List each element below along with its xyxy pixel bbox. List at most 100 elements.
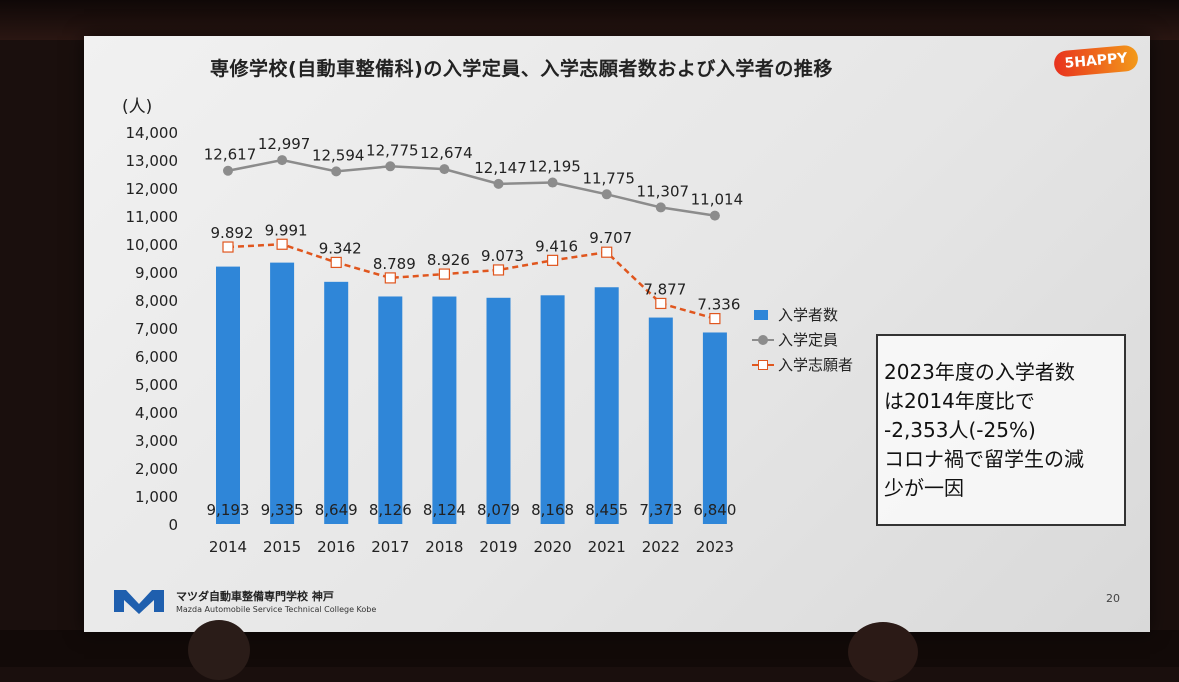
applicants-value-label: 7.336 bbox=[697, 296, 740, 314]
bar-value-label: 9,193 bbox=[207, 501, 250, 519]
capacity-line bbox=[227, 158, 716, 217]
capacity-point bbox=[709, 210, 720, 221]
applicants-point bbox=[492, 264, 505, 276]
capacity-point bbox=[331, 166, 342, 177]
x-tick-label: 2015 bbox=[263, 538, 301, 556]
capacity-point bbox=[223, 165, 233, 176]
summary-callout: 2023年度の入学者数 は2014年度比で -2,353人(-25%) コロナ禍… bbox=[876, 334, 1126, 526]
capacity-value-label: 12,997 bbox=[258, 135, 311, 153]
legend: 入学者数 入学定員 入学志願者 bbox=[752, 302, 853, 377]
room-background-top bbox=[0, 0, 1179, 40]
legend-label: 入学定員 bbox=[778, 331, 839, 349]
bar-value-label: 8,079 bbox=[477, 501, 520, 519]
applicants-value-label: 9.892 bbox=[211, 224, 254, 242]
chart: 0 1,000 2,000 3,000 4,000 5,000 6,000 7,000 8,00… bbox=[126, 124, 744, 556]
bar bbox=[540, 295, 565, 524]
x-tick-label: 2014 bbox=[209, 538, 247, 556]
y-tick-label: 8,000 bbox=[135, 292, 178, 310]
capacity-value-label: 12,775 bbox=[366, 141, 419, 159]
applicants-value-label: 8.926 bbox=[427, 251, 470, 269]
applicants-point bbox=[655, 297, 667, 310]
bar bbox=[216, 266, 240, 524]
bar-value-label: 8,124 bbox=[423, 501, 466, 519]
y-tick-label: 4,000 bbox=[135, 404, 178, 422]
bar bbox=[594, 287, 619, 524]
school-name-en: Mazda Automobile Service Technical Colle… bbox=[176, 605, 377, 614]
audience-head-right bbox=[848, 622, 918, 682]
legend-capacity-swatch bbox=[752, 333, 774, 347]
bar-value-label: 8,126 bbox=[369, 501, 412, 519]
bar-value-label: 8,455 bbox=[585, 501, 628, 519]
applicants-value-label: 9.073 bbox=[481, 247, 524, 265]
capacity-value-label: 12,674 bbox=[420, 144, 473, 162]
y-tick-label: 2,000 bbox=[135, 460, 178, 478]
capacity-point bbox=[439, 164, 450, 175]
applicants-point bbox=[330, 256, 342, 269]
bar-value-label: 9,335 bbox=[261, 501, 304, 519]
bar bbox=[486, 297, 511, 524]
applicants-value-label: 8.789 bbox=[373, 255, 416, 273]
capacity-value-label: 12,195 bbox=[528, 158, 581, 176]
legend-label: 入学志願者 bbox=[778, 356, 854, 374]
applicants-value-label: 9.707 bbox=[589, 229, 632, 247]
y-tick-label: 14,000 bbox=[126, 124, 179, 142]
capacity-value-label: 12,594 bbox=[312, 146, 365, 164]
x-tick-label: 2021 bbox=[588, 538, 626, 556]
school-name: マツダ自動車整備専門学校 神戸 bbox=[176, 590, 334, 603]
applicants-point bbox=[276, 238, 288, 250]
legend-bar-swatch bbox=[752, 308, 774, 322]
y-axis-unit: (人) bbox=[122, 97, 153, 117]
capacity-value-label: 11,014 bbox=[691, 191, 744, 209]
bar bbox=[324, 281, 349, 524]
capacity-value-label: 12,617 bbox=[204, 146, 257, 164]
bar-value-label: 7,373 bbox=[639, 501, 682, 519]
y-tick-label: 11,000 bbox=[126, 208, 179, 226]
chart-title: 専修学校(自動車整備科)の入学定員、入学志願者数および入学者の推移 bbox=[210, 58, 833, 80]
x-tick-label: 2016 bbox=[317, 538, 355, 556]
bar-value-label: 8,168 bbox=[531, 501, 574, 519]
bar bbox=[648, 317, 673, 524]
bar-value-label: 6,840 bbox=[693, 501, 736, 519]
applicants-point bbox=[546, 254, 559, 266]
page-number: 20 bbox=[1106, 592, 1120, 605]
legend-item-capacity: 入学定員 bbox=[752, 327, 853, 352]
capacity-point bbox=[493, 178, 504, 189]
y-tick-label: 7,000 bbox=[135, 320, 178, 338]
capacity-point bbox=[601, 189, 612, 200]
y-tick-label: 13,000 bbox=[126, 152, 179, 170]
audience-head-left bbox=[188, 620, 250, 680]
bar-value-label: 8,649 bbox=[315, 501, 358, 519]
applicants-value-label: 9.991 bbox=[265, 221, 308, 239]
y-tick-label: 12,000 bbox=[126, 180, 179, 198]
applicants-line bbox=[227, 242, 716, 320]
legend-applicants-swatch bbox=[752, 358, 774, 372]
bar bbox=[702, 332, 727, 524]
capacity-point bbox=[277, 155, 288, 166]
y-tick-label: 1,000 bbox=[135, 488, 178, 506]
y-tick-label: 10,000 bbox=[126, 236, 179, 254]
applicants-point bbox=[438, 268, 450, 280]
applicants-point bbox=[709, 312, 721, 325]
applicants-value-label: 9.342 bbox=[319, 239, 362, 257]
bar bbox=[270, 262, 295, 524]
applicants-point bbox=[384, 272, 396, 284]
bar bbox=[432, 296, 457, 524]
bar bbox=[378, 296, 403, 524]
capacity-value-label: 11,775 bbox=[582, 169, 635, 187]
x-tick-label: 2023 bbox=[696, 538, 734, 556]
x-tick-label: 2018 bbox=[425, 538, 463, 556]
legend-label: 入学者数 bbox=[778, 306, 839, 324]
capacity-point bbox=[547, 177, 558, 188]
y-tick-label: 5,000 bbox=[135, 376, 178, 394]
capacity-value-label: 11,307 bbox=[637, 182, 690, 200]
x-tick-label: 2017 bbox=[371, 538, 409, 556]
x-tick-label: 2020 bbox=[534, 538, 572, 556]
applicants-value-label: 7.877 bbox=[643, 280, 686, 298]
capacity-point bbox=[385, 161, 396, 172]
y-tick-label: 3,000 bbox=[135, 432, 178, 450]
applicants-point bbox=[601, 246, 613, 258]
applicants-point bbox=[222, 241, 234, 253]
applicants-value-label: 9.416 bbox=[535, 237, 578, 255]
legend-item-bar: 入学者数 bbox=[752, 302, 853, 327]
legend-item-applicants: 入学志願者 bbox=[752, 352, 853, 377]
